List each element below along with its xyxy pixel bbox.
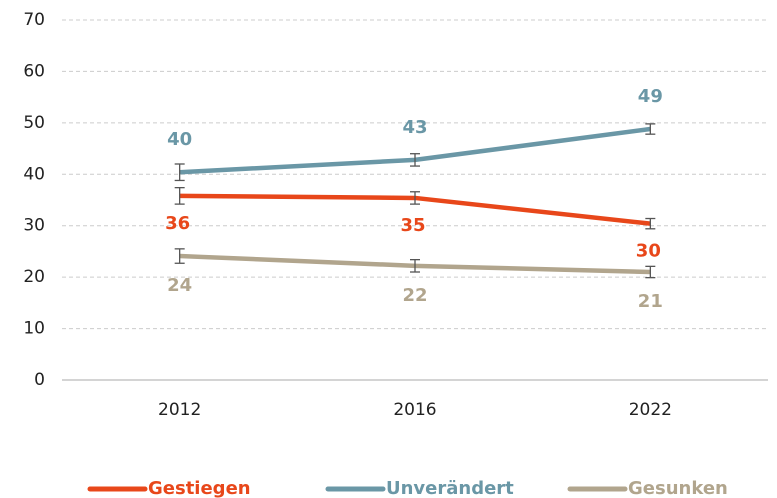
y-tick-label: 40 — [23, 164, 45, 184]
error-bar — [410, 259, 420, 273]
x-tick-label: 2022 — [629, 400, 672, 420]
error-bar — [645, 217, 656, 230]
error-bar — [645, 123, 656, 135]
data-label: 21 — [638, 291, 663, 312]
error-bar — [410, 191, 420, 205]
y-tick-label: 30 — [23, 216, 45, 236]
y-tick-label: 70 — [23, 10, 45, 30]
legend-label: Gestiegen — [148, 478, 251, 498]
error-bar — [410, 153, 420, 167]
legend-label: Gesunken — [628, 478, 728, 498]
y-tick-label: 0 — [34, 370, 45, 390]
y-tick-label: 50 — [23, 113, 45, 133]
error-bar — [174, 163, 185, 182]
data-label: 49 — [638, 86, 663, 107]
data-label: 24 — [167, 275, 192, 296]
y-tick-label: 60 — [23, 61, 45, 81]
error-bar — [645, 265, 656, 279]
x-tick-label: 2016 — [393, 400, 436, 420]
data-label: 43 — [402, 117, 427, 138]
y-tick-label: 10 — [23, 319, 45, 339]
x-tick-label: 2012 — [158, 400, 201, 420]
error-bar — [174, 187, 185, 205]
legend-label: Unverändert — [386, 478, 514, 498]
y-tick-label: 20 — [23, 267, 45, 287]
error-bar — [174, 248, 185, 264]
data-label: 35 — [400, 215, 425, 236]
data-label: 30 — [636, 241, 661, 262]
data-label: 40 — [167, 129, 192, 150]
data-label: 36 — [165, 213, 190, 234]
data-label: 22 — [402, 285, 427, 306]
